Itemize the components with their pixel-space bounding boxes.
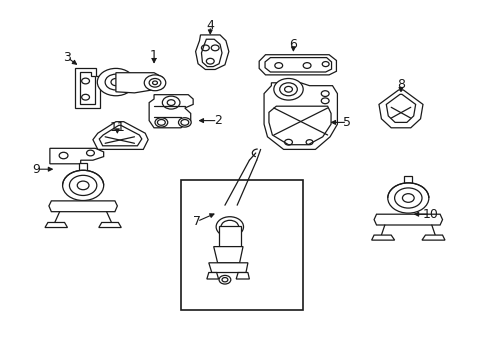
Circle shape <box>216 217 243 237</box>
Text: 10: 10 <box>422 208 437 221</box>
Circle shape <box>178 118 191 127</box>
Circle shape <box>162 96 180 109</box>
Circle shape <box>62 170 103 201</box>
Polygon shape <box>373 214 442 225</box>
Polygon shape <box>208 263 247 273</box>
Text: 2: 2 <box>213 114 221 127</box>
Text: 3: 3 <box>63 51 71 64</box>
Polygon shape <box>116 73 163 93</box>
Polygon shape <box>45 222 67 228</box>
Text: 11: 11 <box>109 121 125 134</box>
Polygon shape <box>378 90 422 128</box>
Circle shape <box>219 275 230 284</box>
Polygon shape <box>206 273 218 279</box>
Polygon shape <box>264 83 337 149</box>
Bar <box>79 163 87 172</box>
Polygon shape <box>195 35 228 69</box>
Polygon shape <box>236 273 249 279</box>
Text: 7: 7 <box>193 215 201 228</box>
Polygon shape <box>93 122 148 149</box>
Polygon shape <box>259 55 336 75</box>
Text: 4: 4 <box>206 19 214 32</box>
Polygon shape <box>50 148 103 164</box>
Polygon shape <box>75 68 100 108</box>
Polygon shape <box>371 235 394 240</box>
Polygon shape <box>99 222 121 228</box>
Bar <box>181 180 303 310</box>
Text: 8: 8 <box>396 78 404 91</box>
Circle shape <box>144 75 165 91</box>
Polygon shape <box>421 235 444 240</box>
Polygon shape <box>149 95 193 128</box>
Text: 9: 9 <box>33 163 41 176</box>
Text: 5: 5 <box>343 116 350 129</box>
Bar <box>404 176 411 185</box>
Text: 1: 1 <box>150 49 158 62</box>
Circle shape <box>97 68 134 96</box>
Text: 6: 6 <box>289 39 297 51</box>
Polygon shape <box>213 247 243 263</box>
Circle shape <box>273 78 303 100</box>
Bar <box>218 226 241 247</box>
Circle shape <box>387 183 428 213</box>
Circle shape <box>155 118 167 127</box>
Polygon shape <box>49 201 117 212</box>
